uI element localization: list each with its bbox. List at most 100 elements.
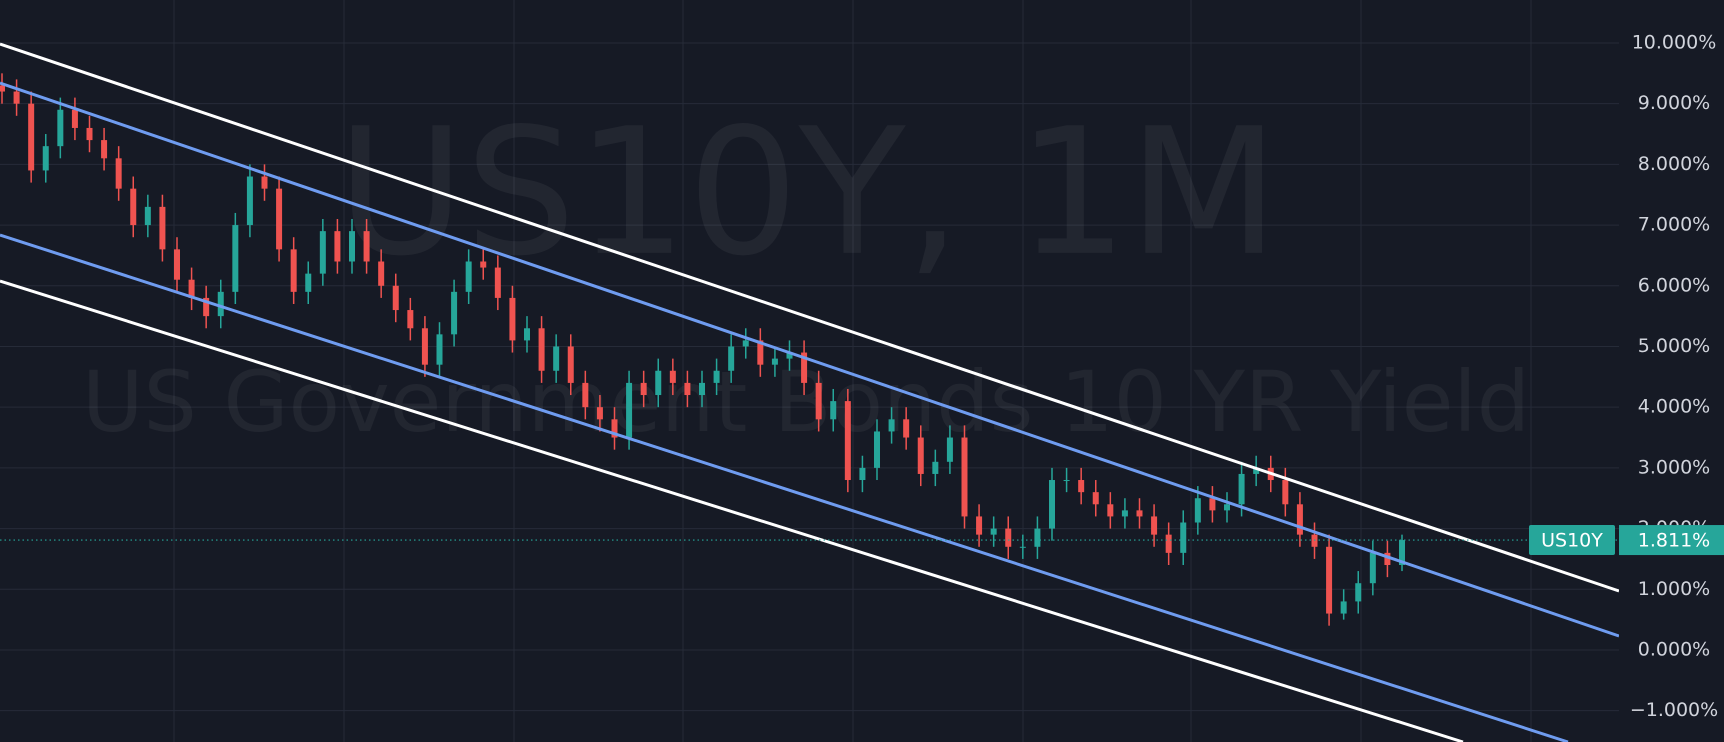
candle-body xyxy=(801,352,808,383)
candle-body xyxy=(334,231,341,262)
candle-body xyxy=(553,346,560,371)
candle-body xyxy=(815,382,822,420)
candle-body xyxy=(1180,522,1187,553)
candle-body xyxy=(990,528,997,535)
candle-body xyxy=(1194,498,1201,523)
price-axis[interactable] xyxy=(1619,0,1724,742)
candle-body xyxy=(684,382,691,396)
y-tick-label: −1.000% xyxy=(1630,699,1718,721)
candle-body xyxy=(640,382,647,396)
y-tick-label: 3.000% xyxy=(1638,456,1710,478)
candle-body xyxy=(349,231,355,262)
candle-body xyxy=(1005,528,1012,547)
symbol-tag: US10Y xyxy=(1541,530,1603,552)
candle-body xyxy=(932,461,939,474)
candle-body xyxy=(101,140,108,159)
candle-body xyxy=(757,340,764,365)
watermark-title: US10Y, 1M xyxy=(337,92,1279,295)
y-tick-label: 7.000% xyxy=(1638,214,1710,236)
candle-body xyxy=(1209,498,1216,511)
symbol-tag-box xyxy=(1529,525,1615,556)
candle-body xyxy=(319,231,326,274)
candle-body xyxy=(713,370,720,383)
candle-body xyxy=(494,267,501,298)
candle-body xyxy=(217,291,224,317)
candle-body xyxy=(1326,546,1333,614)
candle-body xyxy=(844,401,851,481)
candle-body xyxy=(903,419,910,438)
candle-body xyxy=(392,285,399,311)
candle-body xyxy=(28,103,35,171)
candle-body xyxy=(626,382,633,438)
candle-body xyxy=(246,176,253,226)
candle-body xyxy=(567,346,574,383)
y-tick-label: 0.000% xyxy=(1638,638,1710,660)
y-tick-label: 4.000% xyxy=(1638,396,1710,418)
candle-body xyxy=(742,340,749,347)
candle-body xyxy=(465,261,472,292)
candle-body xyxy=(771,358,778,365)
candle-body xyxy=(1224,504,1230,511)
candles xyxy=(0,73,1405,626)
candle-body xyxy=(509,297,516,341)
channel-line-lower[interactable] xyxy=(0,279,1464,742)
candle-body xyxy=(130,188,137,226)
y-tick-label: 6.000% xyxy=(1638,274,1710,296)
candle-body xyxy=(888,419,895,432)
channel-line-mid-lower[interactable] xyxy=(0,233,1569,742)
candle-body xyxy=(451,291,458,335)
y-tick-label: 10.000% xyxy=(1632,31,1717,53)
candle-body xyxy=(1078,480,1085,493)
candle-body xyxy=(71,109,78,128)
channel-line-mid-upper[interactable] xyxy=(0,81,1620,638)
candle-body xyxy=(1311,534,1318,547)
candle-body xyxy=(1107,504,1114,517)
candle-body xyxy=(1340,601,1347,614)
candle-body xyxy=(917,437,924,474)
candle-body xyxy=(436,334,443,365)
candle-body xyxy=(144,206,151,226)
candle-body xyxy=(830,401,837,420)
candle-body xyxy=(57,109,64,147)
candle-body xyxy=(1369,552,1376,584)
candle-body xyxy=(0,85,5,92)
candle-body xyxy=(421,328,428,365)
candle-body xyxy=(363,231,370,262)
candle-body xyxy=(1092,492,1099,505)
trend-lines xyxy=(0,42,1620,742)
y-tick-label: 1.000% xyxy=(1638,578,1710,600)
candle-body xyxy=(655,370,662,396)
last-price-tag: US10Y 1.811% xyxy=(0,525,1724,556)
candle-body xyxy=(232,225,239,292)
candle-body xyxy=(1253,467,1260,474)
candle-body xyxy=(1049,480,1055,529)
candle-body xyxy=(1136,510,1143,517)
candle-body xyxy=(1151,516,1158,535)
candle-body xyxy=(1399,540,1405,565)
candle-body xyxy=(538,328,545,371)
price-tag-box xyxy=(1619,525,1724,556)
candle-body xyxy=(115,158,122,189)
candle-body xyxy=(1384,552,1391,565)
y-tick-label: 5.000% xyxy=(1638,335,1710,357)
y-tick-label: 8.000% xyxy=(1638,153,1710,175)
candle-body xyxy=(1355,583,1362,602)
candle-body xyxy=(946,437,953,462)
candle-body xyxy=(1282,480,1289,505)
y-tick-label: 9.000% xyxy=(1638,92,1710,114)
candle-body xyxy=(1019,546,1026,548)
candle-body xyxy=(188,279,195,298)
candle-body xyxy=(524,328,530,341)
candle-body xyxy=(874,431,880,468)
candle-body xyxy=(786,352,793,359)
candle-body xyxy=(407,310,414,329)
candle-body xyxy=(378,261,385,286)
candle-body xyxy=(159,206,166,250)
channel-line-upper[interactable] xyxy=(0,42,1620,593)
candle-body xyxy=(42,146,49,171)
candle-body xyxy=(976,516,983,535)
candle-body xyxy=(1063,480,1070,482)
candle-body xyxy=(961,437,968,517)
candle-body xyxy=(174,249,180,280)
